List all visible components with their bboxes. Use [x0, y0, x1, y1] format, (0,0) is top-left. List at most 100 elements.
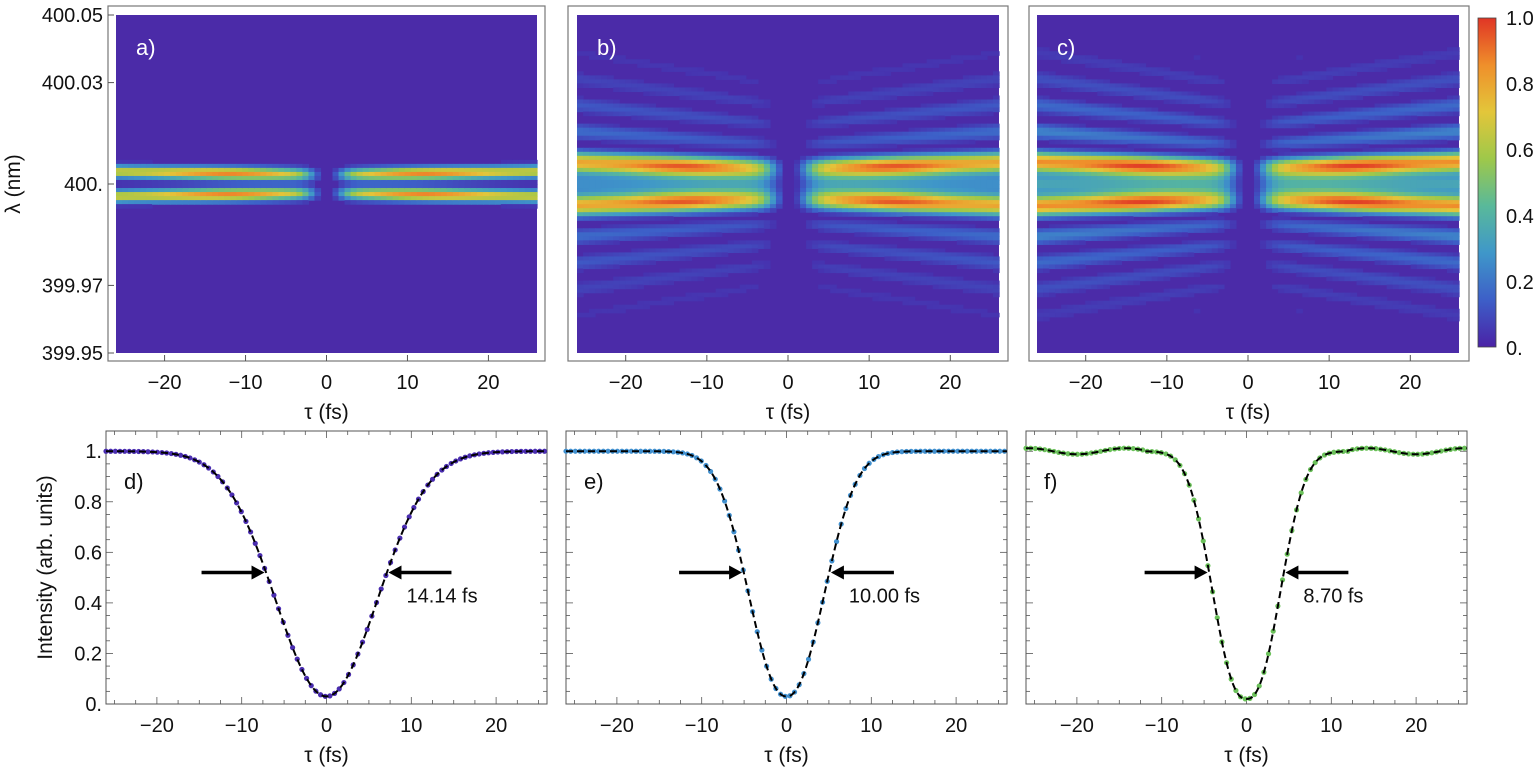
heatmap-cell [908, 184, 916, 189]
heatmap-cell [733, 155, 741, 161]
heatmap-cell [625, 135, 632, 141]
heatmap-cell [524, 159, 532, 165]
heatmap-cell [956, 155, 964, 161]
heatmap-cell [703, 268, 711, 274]
heatmap-cell [518, 167, 526, 173]
heatmap-cell [1073, 99, 1080, 105]
heatmap-cell [458, 184, 466, 189]
x-tick-label: −10 [690, 372, 724, 394]
heatmap-cell [206, 167, 213, 173]
heatmap-cell [655, 252, 662, 258]
heatmap-cell [974, 196, 982, 201]
heatmap-cell [1085, 200, 1092, 205]
heatmap-cell [709, 212, 717, 217]
heatmap-cell [1217, 95, 1225, 101]
heatmap-cell [649, 63, 656, 68]
heatmap-cell [763, 119, 771, 125]
heatmap-cell [1085, 192, 1092, 197]
heatmap-cell [601, 111, 608, 117]
heatmap-cell [950, 308, 958, 314]
heatmap-cell [1284, 288, 1291, 294]
heatmap-cell [824, 240, 831, 245]
heatmap-cell [932, 188, 940, 193]
heatmap-cell [1097, 163, 1104, 169]
heatmap-cell [458, 163, 466, 169]
heatmap-cell [1109, 272, 1116, 278]
heatmap-cell [1145, 192, 1153, 197]
heatmap-cell [854, 139, 861, 145]
heatmap-cell [452, 196, 460, 201]
heatmap-cell [577, 147, 584, 153]
heatmap-cell [848, 171, 855, 177]
heatmap-cell [1193, 204, 1201, 209]
heatmap-cell [404, 200, 412, 205]
heatmap-cell [938, 87, 946, 93]
heatmap-cell [1181, 167, 1189, 173]
heatmap-cell [595, 204, 602, 209]
heatmap-cell [715, 248, 723, 253]
heatmap-cell [938, 196, 946, 201]
heatmap-cell [649, 127, 656, 133]
heatmap-cell [116, 179, 123, 185]
heatmap-cell [1085, 224, 1092, 229]
heatmap-cell [1302, 139, 1309, 145]
heatmap-cell [745, 248, 753, 253]
heatmap-cell [763, 244, 771, 249]
heatmap-cell [1115, 63, 1122, 68]
heatmap-cell [637, 200, 644, 205]
heatmap-cell [691, 296, 699, 302]
heatmap-cell [872, 292, 880, 298]
heatmap-cell [932, 284, 940, 290]
heatmap-cell [649, 260, 656, 266]
heatmap-cell [512, 200, 520, 205]
heatmap-cell [950, 252, 958, 258]
heatmap-cell [842, 163, 849, 169]
heatmap-cell [1067, 256, 1074, 262]
heatmap-cell [1272, 208, 1279, 213]
heatmap-cell [980, 228, 988, 233]
heatmap-cell [1260, 184, 1267, 189]
heatmap-cell [812, 143, 819, 149]
heatmap-cell [613, 252, 620, 258]
heatmap-cell [1272, 200, 1279, 205]
heatmap-cell [1055, 83, 1062, 89]
heatmap-cell [866, 95, 873, 101]
heatmap-cell [896, 163, 904, 169]
heatmap-cell [1205, 228, 1213, 233]
heatmap-cell [751, 115, 759, 121]
heatmap-cell [1187, 212, 1195, 217]
heatmap-cell [848, 228, 855, 233]
heatmap-cell [601, 123, 608, 129]
heatmap-cell [914, 256, 922, 262]
heatmap-cell [745, 224, 753, 229]
heatmap-cell [992, 236, 1000, 241]
heatmap-cell [866, 268, 873, 274]
heatmap-cell [974, 260, 982, 266]
heatmap-cell [818, 103, 825, 109]
heatmap-cell [1260, 163, 1267, 169]
heatmap-cell [986, 212, 994, 217]
heatmap-cell [1091, 79, 1098, 84]
heatmap-cell [1061, 212, 1068, 217]
heatmap-cell [1205, 99, 1213, 105]
heatmap-cell [1073, 147, 1080, 153]
heatmap-cell [583, 204, 590, 209]
heatmap-cell [938, 236, 946, 241]
heatmap-cell [697, 67, 705, 72]
heatmap-cell [200, 200, 207, 205]
heatmap-cell [643, 248, 650, 253]
heatmap-cell [194, 188, 201, 193]
heatmap-cell [890, 111, 898, 117]
heatmap-cell [914, 200, 922, 205]
heatmap-cell [284, 196, 292, 201]
heatmap-cell [631, 248, 638, 253]
heatmap-cell [727, 264, 735, 270]
heatmap-cell [625, 216, 632, 221]
heatmap-cell [1079, 155, 1086, 161]
heatmap-cell [1115, 188, 1122, 193]
heatmap-cell [1260, 123, 1267, 129]
heatmap-cell [908, 155, 916, 161]
heatmap-cell [950, 192, 958, 197]
heatmap-cell [890, 188, 898, 193]
heatmap-cell [356, 196, 364, 201]
